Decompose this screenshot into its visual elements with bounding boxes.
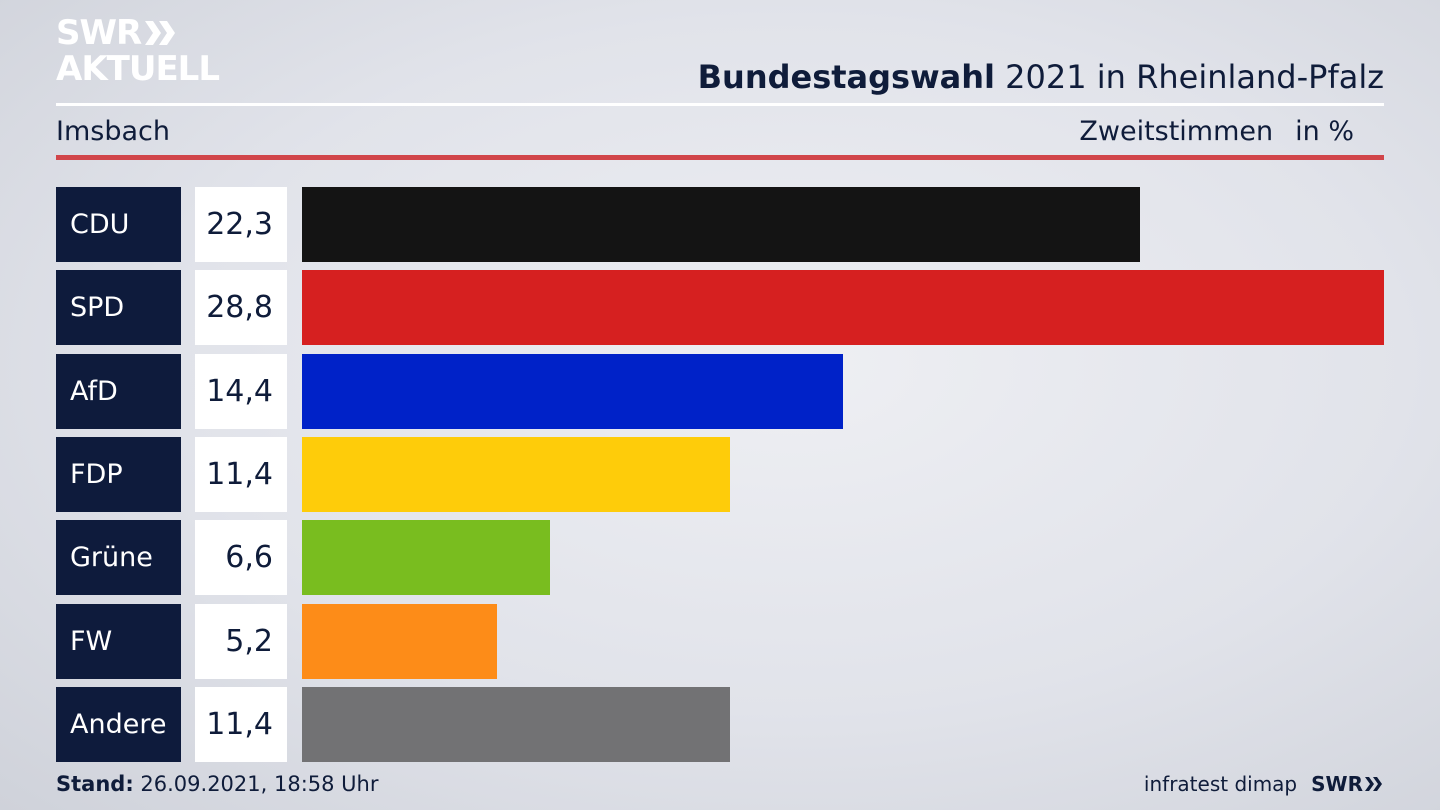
- value-label: 11,4: [195, 687, 287, 762]
- bar: [302, 354, 843, 429]
- value-label: 28,8: [195, 270, 287, 345]
- swr-aktuell-logo: SWR AKTUELL: [56, 13, 220, 89]
- bar-row: Grüne 6,6: [56, 520, 1384, 595]
- party-label: FW: [56, 604, 181, 679]
- source-credit: infratest dimap SWR: [1144, 772, 1384, 796]
- value-label: 11,4: [195, 437, 287, 512]
- timestamp: Stand: 26.09.2021, 18:58 Uhr: [56, 772, 379, 796]
- value-label: 22,3: [195, 187, 287, 262]
- value-label: 6,6: [195, 520, 287, 595]
- accent-divider: [56, 155, 1384, 160]
- bar-row: CDU 22,3: [56, 187, 1384, 262]
- value-label: 5,2: [195, 604, 287, 679]
- location-label: Imsbach: [56, 116, 170, 147]
- chart-title: Bundestagswahl 2021 in Rheinland-Pfalz: [698, 58, 1384, 96]
- bar-row: Andere 11,4: [56, 687, 1384, 762]
- measure-label: Zweitstimmen in %: [1079, 116, 1354, 147]
- swr-small-text: SWR: [1311, 772, 1363, 796]
- logo-text-aktuell: AKTUELL: [56, 49, 220, 89]
- bar: [302, 270, 1384, 345]
- party-label: FDP: [56, 437, 181, 512]
- party-label: Andere: [56, 687, 181, 762]
- bar-row: AfD 14,4: [56, 354, 1384, 429]
- bar-row: FDP 11,4: [56, 437, 1384, 512]
- bar-row: FW 5,2: [56, 604, 1384, 679]
- stand-label: Stand:: [56, 772, 134, 796]
- bar: [302, 604, 497, 679]
- bar: [302, 520, 550, 595]
- header-divider: [56, 103, 1384, 106]
- small-double-chevron-icon: [1365, 777, 1382, 791]
- party-label: SPD: [56, 270, 181, 345]
- bar: [302, 187, 1140, 262]
- title-rest: 2021 in Rheinland-Pfalz: [995, 58, 1384, 96]
- swr-small-logo: SWR: [1311, 772, 1384, 796]
- logo-text-swr: SWR: [56, 13, 142, 53]
- party-label: AfD: [56, 354, 181, 429]
- bar-row: SPD 28,8: [56, 270, 1384, 345]
- bar: [302, 687, 730, 762]
- source-text: infratest dimap: [1143, 772, 1298, 796]
- bar: [302, 437, 730, 512]
- party-label: Grüne: [56, 520, 181, 595]
- title-bold: Bundestagswahl: [697, 58, 995, 96]
- party-label: CDU: [56, 187, 181, 262]
- measure-text: Zweitstimmen: [1079, 116, 1274, 147]
- value-label: 14,4: [195, 354, 287, 429]
- stand-value: 26.09.2021, 18:58 Uhr: [133, 772, 379, 796]
- unit-text: in %: [1295, 116, 1354, 147]
- double-chevron-icon: [145, 21, 176, 45]
